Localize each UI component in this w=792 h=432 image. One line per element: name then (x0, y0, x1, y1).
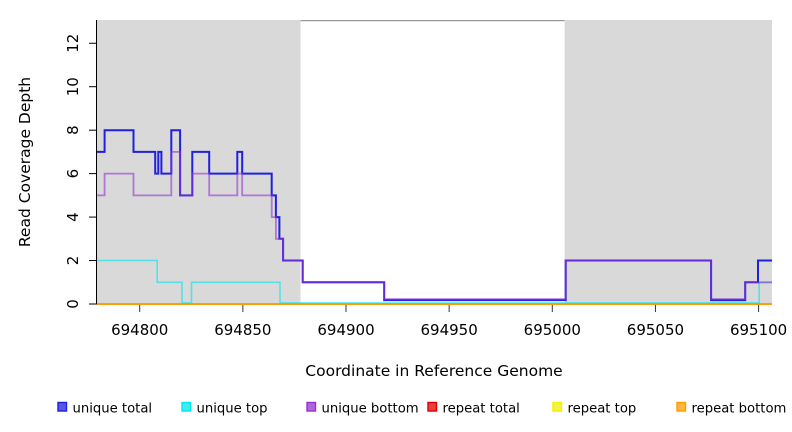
y-tick-label: 6 (64, 169, 82, 179)
y-axis-label: Read Coverage Depth (16, 77, 34, 247)
plot-regions (97, 19, 772, 304)
x-tick-label: 694800 (111, 321, 168, 339)
x-tick-label: 694850 (214, 321, 271, 339)
plot-unique-region (300, 20, 565, 304)
legend-swatch-unique-top (181, 401, 192, 412)
plot-repeat-region (564, 20, 772, 304)
x-tick-label: 695100 (730, 321, 787, 339)
legend-swatch-repeat-total (427, 401, 438, 412)
legend-label-unique-top: unique top (197, 401, 268, 416)
series-line-unique-bottom (97, 151, 772, 300)
legend-swatch-repeat-bottom (676, 401, 687, 412)
y-tick-label: 8 (64, 125, 82, 135)
legend-swatch-unique-bottom (306, 401, 317, 412)
series-lines (97, 129, 772, 305)
legend-label-unique-total: unique total (73, 401, 153, 416)
x-tick-label: 695050 (627, 321, 684, 339)
y-tick-label: 4 (64, 212, 82, 222)
x-tick-label: 694900 (317, 321, 374, 339)
legend-label-repeat-total: repeat total (443, 401, 520, 416)
axes: 0 2 4 6 8 10 12 694800 694850 694900 694950 695000 6… (64, 20, 787, 339)
legend: unique total unique top unique bottom repea… (57, 401, 787, 416)
legend-swatch-repeat-top (552, 401, 563, 412)
y-tick-label: 2 (64, 256, 82, 266)
legend-label-repeat-top: repeat top (568, 401, 637, 416)
legend-label-unique-bottom: unique bottom (322, 401, 419, 416)
legend-label-repeat-bottom: repeat bottom (692, 401, 787, 416)
y-tick-label: 0 (64, 299, 82, 309)
legend-swatch-unique-total (57, 401, 68, 412)
y-tick-label: 10 (64, 77, 82, 96)
y-tick-label: 12 (64, 34, 82, 53)
plot-repeat-region (97, 20, 301, 304)
series-line-unique-top (97, 259, 772, 304)
x-axis-label: Coordinate in Reference Genome (305, 362, 562, 380)
x-tick-label: 694950 (421, 321, 478, 339)
x-tick-label: 695000 (524, 321, 581, 339)
